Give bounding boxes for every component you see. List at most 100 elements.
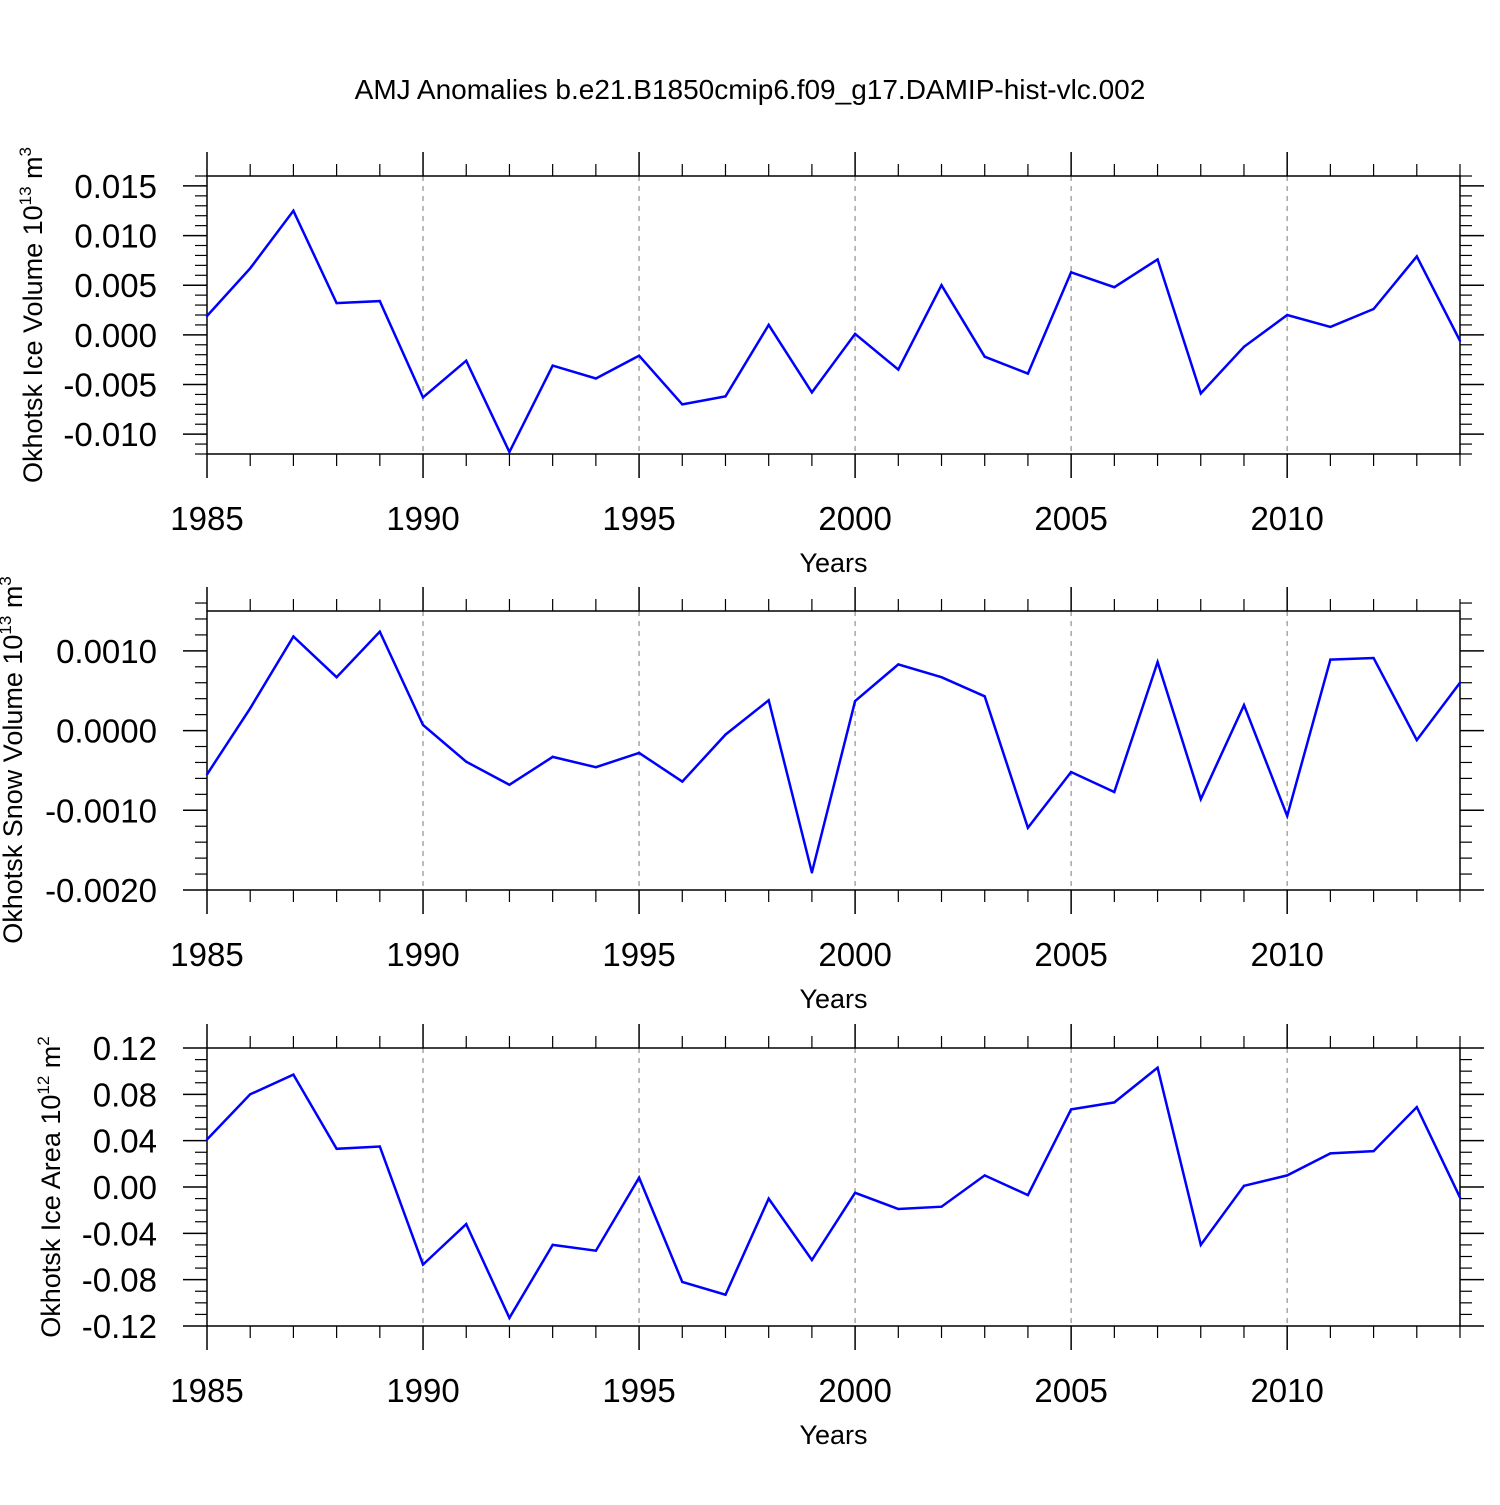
data-point [1458, 339, 1462, 343]
chart-panel-1: 1985 1990 1995 2000 2005 2010 Years -0.010 -0.00… [16, 147, 1484, 578]
x-tick-label: 1990 [386, 500, 459, 537]
series-line [205, 629, 1461, 873]
data-point [1415, 255, 1418, 258]
data-point [421, 396, 425, 399]
data-point [421, 723, 425, 727]
data-point [551, 1243, 554, 1247]
data-point [335, 1147, 338, 1150]
x-tick-label: 2005 [1034, 936, 1107, 973]
data-point [681, 403, 684, 406]
data-point [508, 450, 511, 454]
x-tick-label: 2010 [1250, 500, 1323, 537]
data-point [681, 1280, 684, 1284]
y-tick-label: 0.0000 [56, 713, 157, 750]
x-tick-label: 2010 [1250, 1372, 1323, 1409]
data-point [1242, 703, 1246, 707]
chart-panel-3: 1985 1990 1995 2000 2005 2010 Years -0.12 -0.08 -… [34, 1024, 1484, 1450]
x-tick-label: 2000 [818, 500, 891, 537]
data-point [335, 675, 338, 679]
data-point [1242, 1184, 1246, 1188]
data-point [1329, 325, 1332, 329]
data-point [1458, 1196, 1462, 1199]
data-point [1372, 656, 1375, 660]
data-point [767, 323, 770, 327]
data-point [335, 301, 338, 305]
data-point [940, 675, 943, 679]
data-point [465, 359, 468, 362]
data-point [1026, 1193, 1030, 1197]
data-point [940, 284, 943, 287]
series-line [206, 208, 1462, 455]
data-point [421, 1263, 425, 1266]
y-tick-label: -0.04 [82, 1215, 157, 1252]
data-point [292, 209, 295, 212]
data-point [810, 871, 814, 874]
data-point [1113, 790, 1116, 794]
y-tick-label: 0.00 [93, 1169, 157, 1206]
x-tick-label: 1995 [602, 500, 675, 537]
data-point [205, 314, 209, 318]
data-point [637, 1176, 641, 1179]
data-point [1415, 738, 1418, 742]
x-tick-label: 1985 [170, 1372, 243, 1409]
x-tick-label: 1990 [386, 936, 459, 973]
data-point [1199, 797, 1202, 801]
data-point [1113, 286, 1116, 289]
data-point [1156, 258, 1159, 261]
x-axis-label: Years [799, 548, 867, 578]
data-point [1242, 345, 1246, 348]
data-point [1458, 681, 1462, 684]
y-tick-label: 0.005 [74, 267, 157, 304]
data-point [551, 364, 554, 367]
y-tick-label: 0.015 [74, 168, 157, 205]
x-tick-label: 2000 [818, 936, 891, 973]
data-point [897, 368, 900, 371]
data-point [292, 635, 295, 638]
x-tick-label: 1985 [170, 936, 243, 973]
x-tick-label: 2000 [818, 1372, 891, 1409]
data-point [1329, 658, 1332, 661]
series-line [206, 1065, 1462, 1321]
data-point [1285, 1174, 1289, 1177]
y-tick-label: -0.08 [82, 1262, 157, 1299]
data-point [983, 1174, 986, 1177]
data-point [853, 332, 857, 336]
data-point [724, 395, 727, 398]
data-point [594, 766, 598, 769]
x-tick-label: 1990 [386, 1372, 459, 1409]
data-point [594, 1249, 598, 1252]
data-point [1199, 392, 1202, 395]
y-tick-label: -0.005 [63, 367, 157, 404]
data-point [897, 663, 900, 666]
data-point [1285, 313, 1289, 317]
plot-frame [206, 175, 1461, 455]
data-point [1069, 271, 1073, 274]
data-point [1156, 660, 1159, 664]
data-point [637, 354, 641, 357]
data-point [724, 1293, 727, 1296]
data-point [897, 1207, 900, 1211]
data-point [249, 1093, 252, 1096]
y-tick-label: -0.0020 [45, 872, 157, 909]
data-point [853, 699, 857, 703]
data-point [1199, 1243, 1202, 1247]
data-point [1069, 770, 1073, 774]
y-tick-label: 0.0010 [56, 633, 157, 670]
data-point [810, 1258, 814, 1262]
x-tick-label: 2005 [1034, 1372, 1107, 1409]
y-axis-label: Okhotsk Ice Area 1012 m2 [34, 1036, 66, 1338]
data-point [1026, 372, 1030, 375]
x-tick-label: 1995 [602, 1372, 675, 1409]
data-point [551, 755, 554, 759]
y-tick-label: 0.12 [93, 1030, 157, 1067]
x-axis-label: Years [799, 984, 867, 1014]
data-point [1415, 1105, 1418, 1109]
y-tick-label: -0.010 [63, 416, 157, 453]
data-point [724, 733, 727, 736]
data-point [1026, 826, 1030, 830]
data-point [378, 630, 382, 633]
data-point [378, 299, 382, 303]
data-point [940, 1205, 943, 1208]
data-point [465, 1222, 468, 1226]
